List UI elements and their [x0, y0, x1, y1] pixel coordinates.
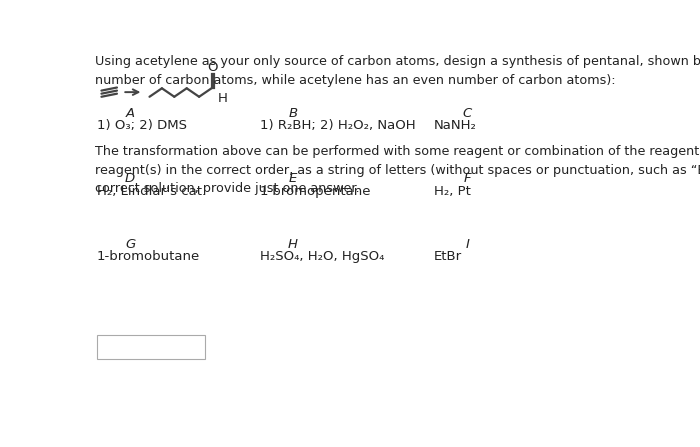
Text: 1-bromobutane: 1-bromobutane [97, 250, 200, 263]
Text: H: H [288, 238, 298, 251]
Text: A: A [125, 107, 134, 120]
Text: 1-bromopentane: 1-bromopentane [260, 185, 371, 198]
Text: E: E [288, 172, 297, 185]
Text: H₂, Lindlar’s cat.: H₂, Lindlar’s cat. [97, 185, 206, 198]
Text: EtBr: EtBr [434, 250, 462, 263]
Text: H₂SO₄, H₂O, HgSO₄: H₂SO₄, H₂O, HgSO₄ [260, 250, 384, 263]
Text: H: H [218, 92, 228, 105]
FancyBboxPatch shape [97, 335, 205, 359]
Text: NaNH₂: NaNH₂ [434, 119, 477, 132]
Text: The transformation above can be performed with some reagent or combination of th: The transformation above can be performe… [95, 145, 700, 195]
Text: G: G [125, 238, 135, 251]
Text: I: I [466, 238, 469, 251]
Text: 1) R₂BH; 2) H₂O₂, NaOH: 1) R₂BH; 2) H₂O₂, NaOH [260, 119, 415, 132]
Text: F: F [463, 172, 471, 185]
Text: H₂, Pt: H₂, Pt [434, 185, 471, 198]
Text: Using acetylene as your only source of carbon atoms, design a synthesis of penta: Using acetylene as your only source of c… [95, 55, 700, 87]
Text: B: B [288, 107, 298, 120]
Text: C: C [463, 107, 472, 120]
Text: D: D [125, 172, 135, 185]
Text: 1) O₃; 2) DMS: 1) O₃; 2) DMS [97, 119, 187, 132]
Text: O: O [207, 61, 218, 74]
